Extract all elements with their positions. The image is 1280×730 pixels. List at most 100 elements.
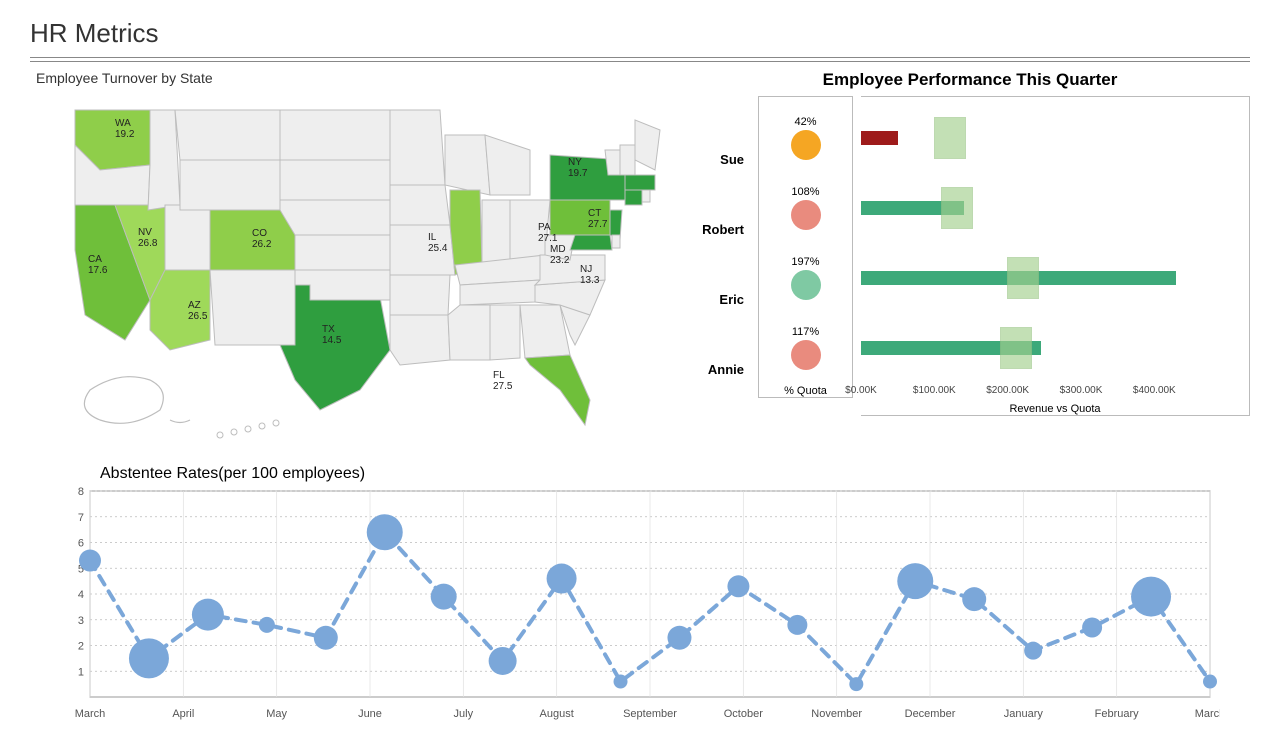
state-NM xyxy=(210,270,295,345)
employee-name: Eric xyxy=(690,264,750,334)
absentee-point xyxy=(431,584,457,610)
page-title: HR Metrics xyxy=(30,18,1250,49)
quota-dot xyxy=(791,130,821,160)
quota-pct: 42% xyxy=(794,116,816,128)
absentee-point xyxy=(1024,642,1042,660)
absentee-point xyxy=(1203,675,1217,689)
svg-text:April: April xyxy=(172,708,194,720)
svg-text:July: July xyxy=(454,708,474,720)
state-MD xyxy=(570,235,612,250)
bars-axis-label: Revenue vs Quota xyxy=(861,403,1249,415)
absentee-point xyxy=(79,550,101,572)
svg-text:4: 4 xyxy=(78,589,84,601)
state-WI xyxy=(445,135,490,195)
svg-text:3: 3 xyxy=(78,615,84,627)
divider xyxy=(30,57,1250,62)
state-MN xyxy=(390,110,445,185)
state-AZ xyxy=(150,270,210,350)
performance-title: Employee Performance This Quarter xyxy=(690,70,1250,90)
svg-text:May: May xyxy=(266,708,287,720)
employee-name: Annie xyxy=(690,334,750,404)
absentee-chart: 12345678MarchAprilMayJuneJulyAugustSepte… xyxy=(30,485,1220,725)
state-CT xyxy=(625,190,642,205)
absentee-point xyxy=(314,626,338,650)
state-SD xyxy=(280,160,390,200)
quota-marker xyxy=(1007,257,1039,299)
svg-text:7: 7 xyxy=(78,512,84,524)
state-IA xyxy=(390,185,450,225)
turnover-map: WA19.2CA17.6NV26.8AZ26.5CO26.2TX14.5IL25… xyxy=(30,90,670,450)
state-UT xyxy=(165,205,210,270)
employee-name: Robert xyxy=(690,194,750,264)
state-LA xyxy=(390,315,450,365)
absentee-point xyxy=(614,675,628,689)
absentee-point xyxy=(129,638,169,678)
x-tick: $100.00K xyxy=(913,385,956,396)
state-NH xyxy=(620,145,635,175)
absentee-title: Abstentee Rates(per 100 employees) xyxy=(100,465,1250,483)
state-ME xyxy=(635,120,660,170)
state-AL xyxy=(490,305,520,360)
svg-text:June: June xyxy=(358,708,382,720)
employee-name: Sue xyxy=(690,124,750,194)
quota-dot xyxy=(791,340,821,370)
svg-text:November: November xyxy=(811,708,862,720)
absentee-point xyxy=(1131,577,1171,617)
quota-marker xyxy=(1000,327,1032,369)
svg-text:2: 2 xyxy=(78,641,84,653)
absentee-point xyxy=(1082,617,1102,637)
state-ND xyxy=(280,110,390,160)
svg-text:December: December xyxy=(905,708,956,720)
svg-text:March: March xyxy=(1195,708,1220,720)
state-TN xyxy=(460,280,540,305)
revenue-bar xyxy=(861,131,898,145)
svg-text:January: January xyxy=(1004,708,1044,720)
absentee-point xyxy=(192,599,224,631)
svg-text:March: March xyxy=(75,708,106,720)
absentee-point xyxy=(259,617,275,633)
absentee-point xyxy=(489,647,517,675)
quota-marker xyxy=(934,117,966,159)
absentee-point xyxy=(962,587,986,611)
svg-text:6: 6 xyxy=(78,538,84,550)
absentee-point xyxy=(727,575,749,597)
absentee-point xyxy=(849,677,863,691)
state-RI xyxy=(642,190,650,202)
state-AR xyxy=(390,275,450,315)
svg-text:August: August xyxy=(540,708,574,720)
quota-dot xyxy=(791,200,821,230)
state-MT xyxy=(175,110,280,160)
state-WY xyxy=(180,160,280,210)
state-FL xyxy=(525,355,590,425)
svg-text:October: October xyxy=(724,708,763,720)
x-tick: $300.00K xyxy=(1060,385,1103,396)
state-ID xyxy=(148,110,180,210)
performance-chart: SueRobertEricAnnie 42% 108% 197% 117% % Quo… xyxy=(690,96,1250,416)
x-tick: $400.00K xyxy=(1133,385,1176,396)
svg-text:1: 1 xyxy=(78,666,84,678)
svg-text:8: 8 xyxy=(78,486,84,498)
x-tick: $0.00K xyxy=(845,385,877,396)
map-title: Employee Turnover by State xyxy=(36,70,670,86)
state-KS xyxy=(295,235,390,270)
absentee-point xyxy=(897,563,933,599)
svg-text:September: September xyxy=(623,708,677,720)
state-label-FL: FL27.5 xyxy=(493,370,513,392)
absentee-point xyxy=(547,564,577,594)
absentee-point xyxy=(787,615,807,635)
quota-pct: 108% xyxy=(791,186,819,198)
quota-pct: 197% xyxy=(791,256,819,268)
state-MI xyxy=(485,135,530,195)
state-VT xyxy=(605,150,620,175)
quota-pct: 117% xyxy=(792,326,819,338)
quota-marker xyxy=(941,187,973,229)
state-DE xyxy=(612,235,620,248)
absentee-point xyxy=(667,626,691,650)
quota-dot xyxy=(791,270,821,300)
quota-axis-label: % Quota xyxy=(759,385,852,397)
state-NE xyxy=(280,200,390,235)
state-IN xyxy=(482,200,510,265)
state-MS xyxy=(448,305,490,360)
x-tick: $200.00K xyxy=(986,385,1029,396)
absentee-point xyxy=(367,514,403,550)
